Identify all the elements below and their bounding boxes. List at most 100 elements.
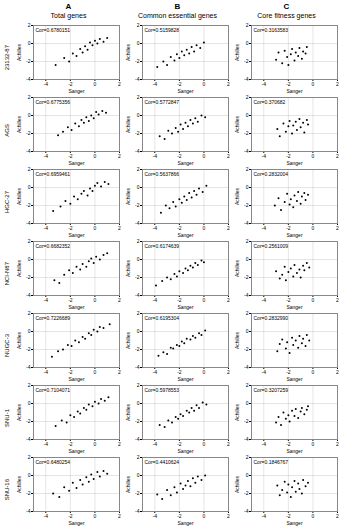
svg-text:0: 0	[203, 441, 206, 447]
svg-text:-2: -2	[68, 225, 73, 231]
svg-text:-2: -2	[244, 202, 249, 208]
svg-text:0: 0	[203, 369, 206, 375]
svg-text:2: 2	[28, 22, 31, 28]
svg-text:Sanger: Sanger	[68, 160, 84, 166]
svg-text:2: 2	[246, 22, 249, 28]
svg-text:Cor=0.6959461: Cor=0.6959461	[36, 171, 71, 177]
svg-text:0: 0	[94, 513, 97, 519]
svg-text:2: 2	[227, 441, 230, 447]
svg-text:2: 2	[137, 238, 140, 244]
svg-text:-4: -4	[153, 81, 158, 87]
svg-text:-4: -4	[244, 364, 249, 370]
svg-text:Sanger: Sanger	[68, 520, 84, 526]
svg-text:-4: -4	[135, 76, 140, 82]
svg-text:2: 2	[336, 153, 339, 159]
svg-text:-4: -4	[135, 220, 140, 226]
svg-text:-4: -4	[153, 225, 158, 231]
svg-text:2: 2	[246, 454, 249, 460]
svg-text:Cor=0.5159828: Cor=0.5159828	[145, 27, 180, 33]
svg-text:Sanger: Sanger	[68, 88, 84, 94]
svg-text:-4: -4	[244, 436, 249, 442]
svg-text:2: 2	[336, 297, 339, 303]
svg-text:Cor=0.3163583: Cor=0.3163583	[254, 27, 289, 33]
svg-text:Cor=0.6775356: Cor=0.6775356	[36, 99, 71, 105]
svg-text:-4: -4	[135, 364, 140, 370]
svg-text:0: 0	[28, 472, 31, 478]
svg-text:-4: -4	[44, 297, 49, 303]
svg-text:-2: -2	[135, 130, 140, 136]
svg-text:0: 0	[28, 40, 31, 46]
svg-text:Cor=0.6480254: Cor=0.6480254	[36, 459, 71, 465]
svg-text:-4: -4	[26, 508, 31, 514]
svg-text:0: 0	[28, 400, 31, 406]
svg-text:Achilles: Achilles	[125, 331, 131, 349]
svg-text:Achilles: Achilles	[234, 331, 240, 349]
svg-text:Sanger: Sanger	[68, 448, 84, 454]
svg-text:Cor=0.5772847: Cor=0.5772847	[145, 99, 180, 105]
svg-text:0: 0	[137, 40, 140, 46]
svg-text:0: 0	[94, 297, 97, 303]
svg-text:-2: -2	[135, 490, 140, 496]
svg-text:-4: -4	[244, 508, 249, 514]
svg-text:Cor=0.6174639: Cor=0.6174639	[145, 243, 180, 249]
svg-text:-2: -2	[135, 418, 140, 424]
svg-text:0: 0	[94, 225, 97, 231]
svg-text:2: 2	[118, 225, 121, 231]
svg-text:2: 2	[118, 513, 121, 519]
svg-text:0: 0	[312, 81, 315, 87]
svg-text:-2: -2	[26, 274, 31, 280]
svg-text:-4: -4	[26, 148, 31, 154]
svg-text:-2: -2	[286, 513, 291, 519]
svg-text:-4: -4	[244, 76, 249, 82]
svg-text:Cor=0.6780151: Cor=0.6780151	[36, 27, 71, 33]
svg-text:Sanger: Sanger	[177, 232, 193, 238]
svg-text:0: 0	[137, 400, 140, 406]
svg-text:Sanger: Sanger	[286, 520, 302, 526]
svg-text:-2: -2	[135, 274, 140, 280]
svg-text:-4: -4	[26, 292, 31, 298]
svg-text:Achilles: Achilles	[125, 43, 131, 61]
svg-text:-2: -2	[135, 202, 140, 208]
svg-text:-4: -4	[26, 76, 31, 82]
svg-text:0: 0	[94, 369, 97, 375]
svg-text:0: 0	[246, 328, 249, 334]
svg-text:2: 2	[118, 369, 121, 375]
svg-text:Achilles: Achilles	[16, 331, 22, 349]
svg-text:2: 2	[137, 310, 140, 316]
svg-text:0: 0	[246, 400, 249, 406]
svg-text:2: 2	[227, 225, 230, 231]
svg-text:-4: -4	[44, 153, 49, 159]
svg-text:0: 0	[137, 328, 140, 334]
svg-text:-2: -2	[68, 153, 73, 159]
svg-text:2: 2	[118, 153, 121, 159]
svg-text:2: 2	[28, 382, 31, 388]
svg-text:Sanger: Sanger	[286, 88, 302, 94]
svg-text:0: 0	[246, 184, 249, 190]
svg-text:-2: -2	[68, 81, 73, 87]
svg-text:Sanger: Sanger	[286, 448, 302, 454]
svg-text:-4: -4	[26, 220, 31, 226]
svg-text:2: 2	[118, 441, 121, 447]
svg-text:Sanger: Sanger	[177, 304, 193, 310]
svg-text:Cor=0.1846767: Cor=0.1846767	[254, 459, 289, 465]
svg-text:2: 2	[28, 454, 31, 460]
svg-text:Sanger: Sanger	[68, 304, 84, 310]
svg-text:0: 0	[246, 112, 249, 118]
svg-text:-4: -4	[153, 369, 158, 375]
svg-text:2: 2	[227, 153, 230, 159]
svg-text:Sanger: Sanger	[177, 520, 193, 526]
svg-text:Achilles: Achilles	[125, 403, 131, 421]
svg-text:-2: -2	[286, 81, 291, 87]
svg-text:Cor=0.6682352: Cor=0.6682352	[36, 243, 71, 249]
svg-text:Cor=0.2832004: Cor=0.2832004	[254, 171, 289, 177]
svg-text:Achilles: Achilles	[234, 187, 240, 205]
svg-text:2: 2	[336, 369, 339, 375]
svg-text:0: 0	[312, 297, 315, 303]
svg-text:0: 0	[137, 256, 140, 262]
svg-text:Sanger: Sanger	[286, 232, 302, 238]
svg-text:0: 0	[246, 472, 249, 478]
svg-text:-2: -2	[244, 418, 249, 424]
svg-text:-2: -2	[286, 297, 291, 303]
svg-text:-4: -4	[153, 297, 158, 303]
svg-text:Cor=0.4410624: Cor=0.4410624	[145, 459, 180, 465]
